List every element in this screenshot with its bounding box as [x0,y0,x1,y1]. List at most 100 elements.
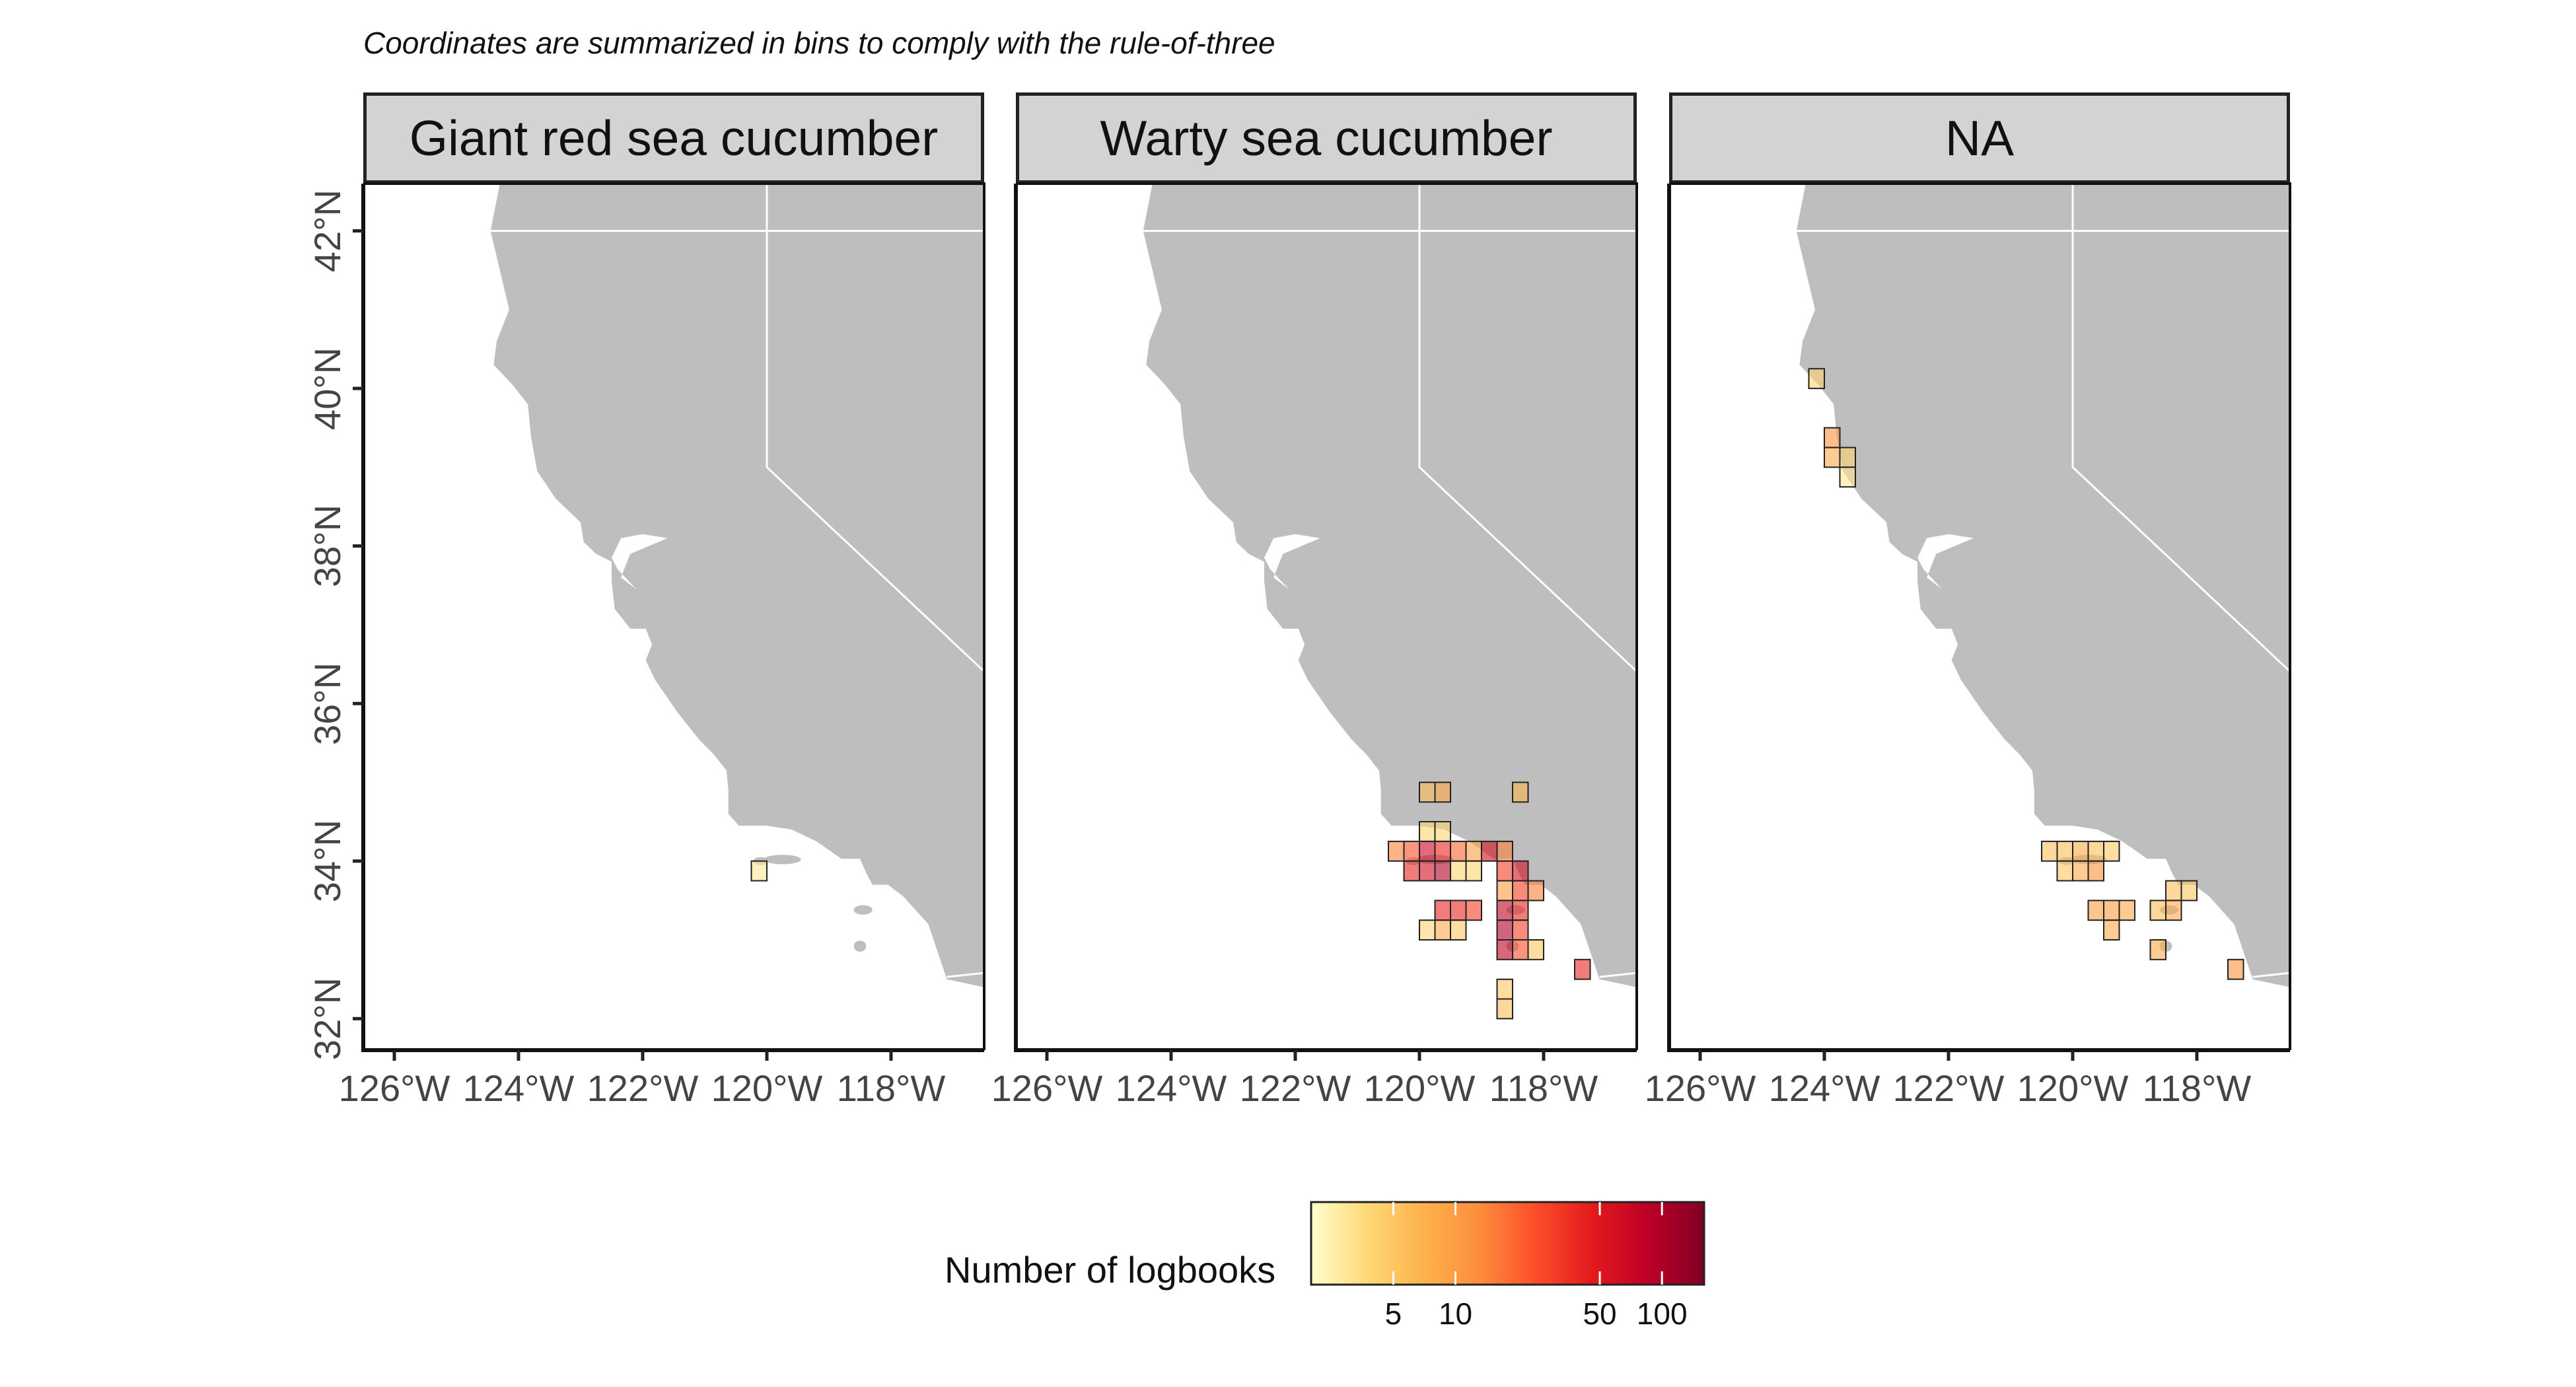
logbook-cell [1527,939,1544,960]
panel-axes [1014,184,1637,1052]
logbook-cell [2180,880,2198,902]
logbook-cell [1574,958,1591,980]
logbook-cell [2103,919,2120,941]
logbook-cell [1824,427,1841,448]
nevada-border [2071,184,2290,673]
logbook-cell [2165,880,2182,902]
panel-frame [1016,182,1638,1050]
logbook-cell [1465,840,1482,862]
legend-break-label: 10 [1438,1297,1473,1331]
logbook-cell [2165,900,2182,921]
nevada-border [766,184,984,673]
mexico-border [2252,972,2290,978]
logbook-cell [1496,998,1513,1020]
y-tick-label: 32°N [306,977,348,1060]
logbook-cell [750,860,768,882]
logbook-cell [2087,860,2104,882]
logbook-cell [1419,919,1436,941]
logbook-cell [2149,900,2166,921]
logbook-cell [2072,840,2089,862]
logbook-cell [2103,900,2120,921]
map-panel [1667,182,2291,1061]
logbook-cell [1434,781,1451,803]
map-panel [353,182,985,1061]
legend-break-label: 100 [1636,1297,1688,1331]
legend-gradient-bar [1310,1201,1705,1286]
logbook-cell [1465,860,1482,882]
logbook-cell [2087,840,2104,862]
logbook-cell [1481,840,1498,862]
channel-island [853,941,867,952]
logbook-cell [2118,900,2135,921]
logbook-cell [2087,900,2104,921]
legend-break-label: 5 [1384,1297,1402,1331]
x-tick-label: 120°W [2017,1067,2129,1109]
logbook-cell [1450,840,1467,862]
facet-strip-warty: Warty sea cucumber [1016,92,1637,184]
logbook-cell [1496,919,1513,941]
logbook-cell [1388,840,1405,862]
logbook-cell [1419,860,1436,882]
map-panel [1014,182,1638,1061]
logbook-cell [1808,368,1825,390]
san-francisco-bay [1264,534,1320,590]
logbook-cell [1465,900,1482,921]
logbook-cell [1434,919,1451,941]
y-tick-label: 36°N [306,662,348,745]
logbook-cell [1434,840,1451,862]
channel-island [764,855,801,865]
logbook-cell [1839,466,1856,488]
san-francisco-bay [612,534,668,590]
logbook-cell [1496,900,1513,921]
logbook-cell [1496,978,1513,1000]
y-tick-label: 34°N [306,820,348,903]
x-tick-label: 124°W [1115,1067,1227,1109]
land-mass [490,184,984,987]
logbook-cell [1434,821,1451,842]
land-mass [1796,184,2290,987]
facet-strip-giant-red: Giant red sea cucumber [363,92,984,184]
x-tick-label: 126°W [338,1067,450,1109]
x-tick-label: 120°W [1363,1067,1476,1109]
figure-caption: Coordinates are summarized in bins to co… [363,26,1275,60]
panel-axes [361,184,984,1052]
x-tick-label: 122°W [1239,1067,1351,1109]
x-tick-label: 118°W [1489,1067,1598,1109]
logbook-cell [2056,860,2073,882]
logbook-cell [2056,840,2073,862]
panel-frame [363,182,985,1050]
logbook-cell [2149,939,2166,960]
logbook-cell [1496,860,1513,882]
logbook-cell [1512,880,1529,902]
legend-break-label: 50 [1583,1297,1617,1331]
logbook-cell [1496,880,1513,902]
san-francisco-bay [1917,534,1974,590]
logbook-cell [1512,900,1529,921]
logbook-cell [2072,860,2089,882]
logbook-cell [1496,939,1513,960]
logbook-cell [2041,840,2058,862]
logbook-cell [1403,840,1420,862]
facet-strip-na: NA [1669,92,2290,184]
mexico-border [947,972,984,978]
x-tick-label: 122°W [587,1067,699,1109]
x-tick-label: 118°W [2142,1067,2252,1109]
legend-colorbar [1310,1201,1705,1286]
y-tick-label: 42°N [306,190,348,273]
logbook-cell [1496,840,1513,862]
x-tick-label: 126°W [1644,1067,1756,1109]
nevada-border [1418,184,1637,673]
logbook-cell [1824,446,1841,468]
logbook-cell [1434,860,1451,882]
logbook-cell [1527,880,1544,902]
x-tick-label: 120°W [711,1067,823,1109]
x-tick-label: 118°W [836,1067,946,1109]
logbook-cell [1403,860,1420,882]
logbook-cell [1450,919,1467,941]
x-tick-label: 126°W [991,1067,1103,1109]
x-tick-label: 124°W [462,1067,575,1109]
logbook-cell [1419,840,1436,862]
logbook-cell [1419,781,1436,803]
logbook-cell [1450,900,1467,921]
